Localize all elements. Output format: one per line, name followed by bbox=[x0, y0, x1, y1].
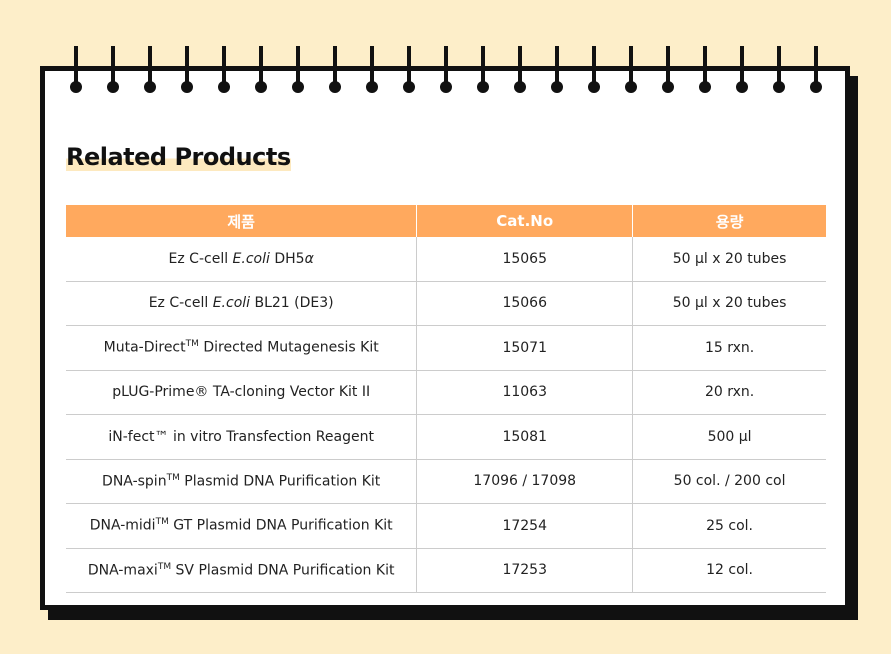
table-row: Muta-DirectTM Directed Mutagenesis Kit 15… bbox=[66, 325, 826, 371]
product-text: TM bbox=[157, 561, 172, 572]
product-text: DNA-maxi bbox=[87, 562, 158, 579]
ring-hole bbox=[181, 81, 193, 93]
table-row: Ez C-cell E.coli BL21 (DE3) 15066 50 µl x … bbox=[66, 281, 826, 326]
volume-cell: 500 µl bbox=[632, 414, 826, 460]
products-table: 제품 Cat.No 용량 Ez C-cell E.coli DH5α 15065 50 … bbox=[66, 205, 826, 593]
product-text: Directed Mutagenesis Kit bbox=[198, 340, 379, 357]
cat-no-cell: 15071 bbox=[416, 325, 633, 371]
cat-no-cell: 15081 bbox=[416, 414, 633, 460]
column-header: 제품 bbox=[66, 205, 417, 237]
ring-hole bbox=[551, 81, 563, 93]
ring-hole bbox=[403, 81, 415, 93]
product-cell: iN-fect™ in vitro Transfection Reagent bbox=[66, 414, 417, 460]
ring-hole bbox=[70, 81, 82, 93]
product-text: DNA-midi bbox=[89, 518, 156, 535]
product-cell: pLUG-Prime® TA-cloning Vector Kit II bbox=[66, 370, 417, 415]
ring-hole bbox=[292, 81, 304, 93]
binder-rings bbox=[70, 46, 822, 93]
product-text: TM bbox=[185, 339, 199, 350]
ring-hole bbox=[440, 81, 452, 93]
ring-hole bbox=[625, 81, 637, 93]
volume-cell: 12 col. bbox=[632, 548, 826, 593]
product-cell: DNA-maxiTM SV Plasmid DNA Purification K… bbox=[66, 548, 417, 593]
volume-cell: 50 col. / 200 col bbox=[632, 459, 826, 504]
cat-no-cell: 15066 bbox=[416, 281, 633, 326]
product-cell: Muta-DirectTM Directed Mutagenesis Kit bbox=[66, 325, 417, 371]
product-cell: DNA-midiTM GT Plasmid DNA Purification K… bbox=[66, 503, 417, 549]
header-row: 제품 Cat.No 용량 bbox=[66, 205, 826, 237]
product-text: Plasmid DNA Purification Kit bbox=[179, 473, 381, 490]
product-text: DNA-spin bbox=[102, 473, 167, 490]
column-header: Cat.No bbox=[416, 205, 633, 237]
column-header: 용량 bbox=[632, 205, 826, 237]
volume-cell: 25 col. bbox=[632, 503, 826, 549]
product-text: GT Plasmid DNA Purification Kit bbox=[168, 518, 393, 535]
cat-no-cell: 17096 / 17098 bbox=[416, 459, 633, 504]
product-text: TM bbox=[166, 472, 180, 483]
table-row: pLUG-Prime® TA-cloning Vector Kit II 1106… bbox=[66, 370, 826, 415]
product-text: SV Plasmid DNA Purification Kit bbox=[171, 562, 395, 579]
product-text: TM bbox=[155, 517, 169, 528]
product-cell: Ez C-cell E.coli DH5α bbox=[66, 237, 417, 282]
volume-cell: 50 µl x 20 tubes bbox=[632, 281, 826, 326]
ring-hole bbox=[810, 81, 822, 93]
product-cell: Ez C-cell E.coli BL21 (DE3) bbox=[66, 281, 417, 326]
volume-cell: 15 rxn. bbox=[632, 325, 826, 371]
cat-no-cell: 15065 bbox=[416, 237, 633, 282]
ring-hole bbox=[144, 81, 156, 93]
product-text: Muta-Direct bbox=[103, 340, 186, 357]
ring-hole bbox=[329, 81, 341, 93]
product-text: Ez C-cell bbox=[148, 295, 213, 312]
cat-no-cell: 17254 bbox=[416, 503, 633, 549]
cat-no-cell: 17253 bbox=[416, 548, 633, 593]
ring-hole bbox=[366, 81, 378, 93]
cat-no-cell: 11063 bbox=[416, 370, 633, 415]
product-text: α bbox=[304, 250, 314, 267]
ring-hole bbox=[736, 81, 748, 93]
product-text: Ez C-cell bbox=[168, 250, 233, 267]
ring-hole bbox=[699, 81, 711, 93]
product-text: DH5 bbox=[269, 250, 305, 267]
ring-hole bbox=[218, 81, 230, 93]
title: Related Products bbox=[66, 143, 291, 171]
product-cell: DNA-spinTM Plasmid DNA Purification Kit bbox=[66, 459, 417, 504]
product-text: E.coli bbox=[212, 295, 251, 312]
ring-hole bbox=[662, 81, 674, 93]
ring-hole bbox=[477, 81, 489, 93]
table-row: DNA-maxiTM SV Plasmid DNA Purification K… bbox=[66, 548, 826, 593]
table-row: DNA-midiTM GT Plasmid DNA Purification K… bbox=[66, 503, 826, 549]
ring-hole bbox=[773, 81, 785, 93]
volume-cell: 50 µl x 20 tubes bbox=[632, 237, 826, 282]
ring-hole bbox=[588, 81, 600, 93]
ring-hole bbox=[255, 81, 267, 93]
ring-hole bbox=[107, 81, 119, 93]
product-text: BL21 (DE3) bbox=[250, 295, 334, 312]
volume-cell: 20 rxn. bbox=[632, 370, 826, 415]
table-row: iN-fect™ in vitro Transfection Reagent 15… bbox=[66, 414, 826, 460]
ring-hole bbox=[514, 81, 526, 93]
table-row: DNA-spinTM Plasmid DNA Purification Kit 1… bbox=[66, 459, 826, 504]
product-text: E.coli bbox=[232, 250, 270, 267]
table-row: Ez C-cell E.coli DH5α 15065 50 µl x 20 tub… bbox=[66, 237, 826, 282]
product-text: iN-fect™ in vitro Transfection Reagent bbox=[108, 428, 374, 445]
product-text: pLUG-Prime® TA-cloning Vector Kit II bbox=[112, 384, 371, 401]
table-body: Ez C-cell E.coli DH5α 15065 50 µl x 20 tub… bbox=[66, 237, 826, 593]
